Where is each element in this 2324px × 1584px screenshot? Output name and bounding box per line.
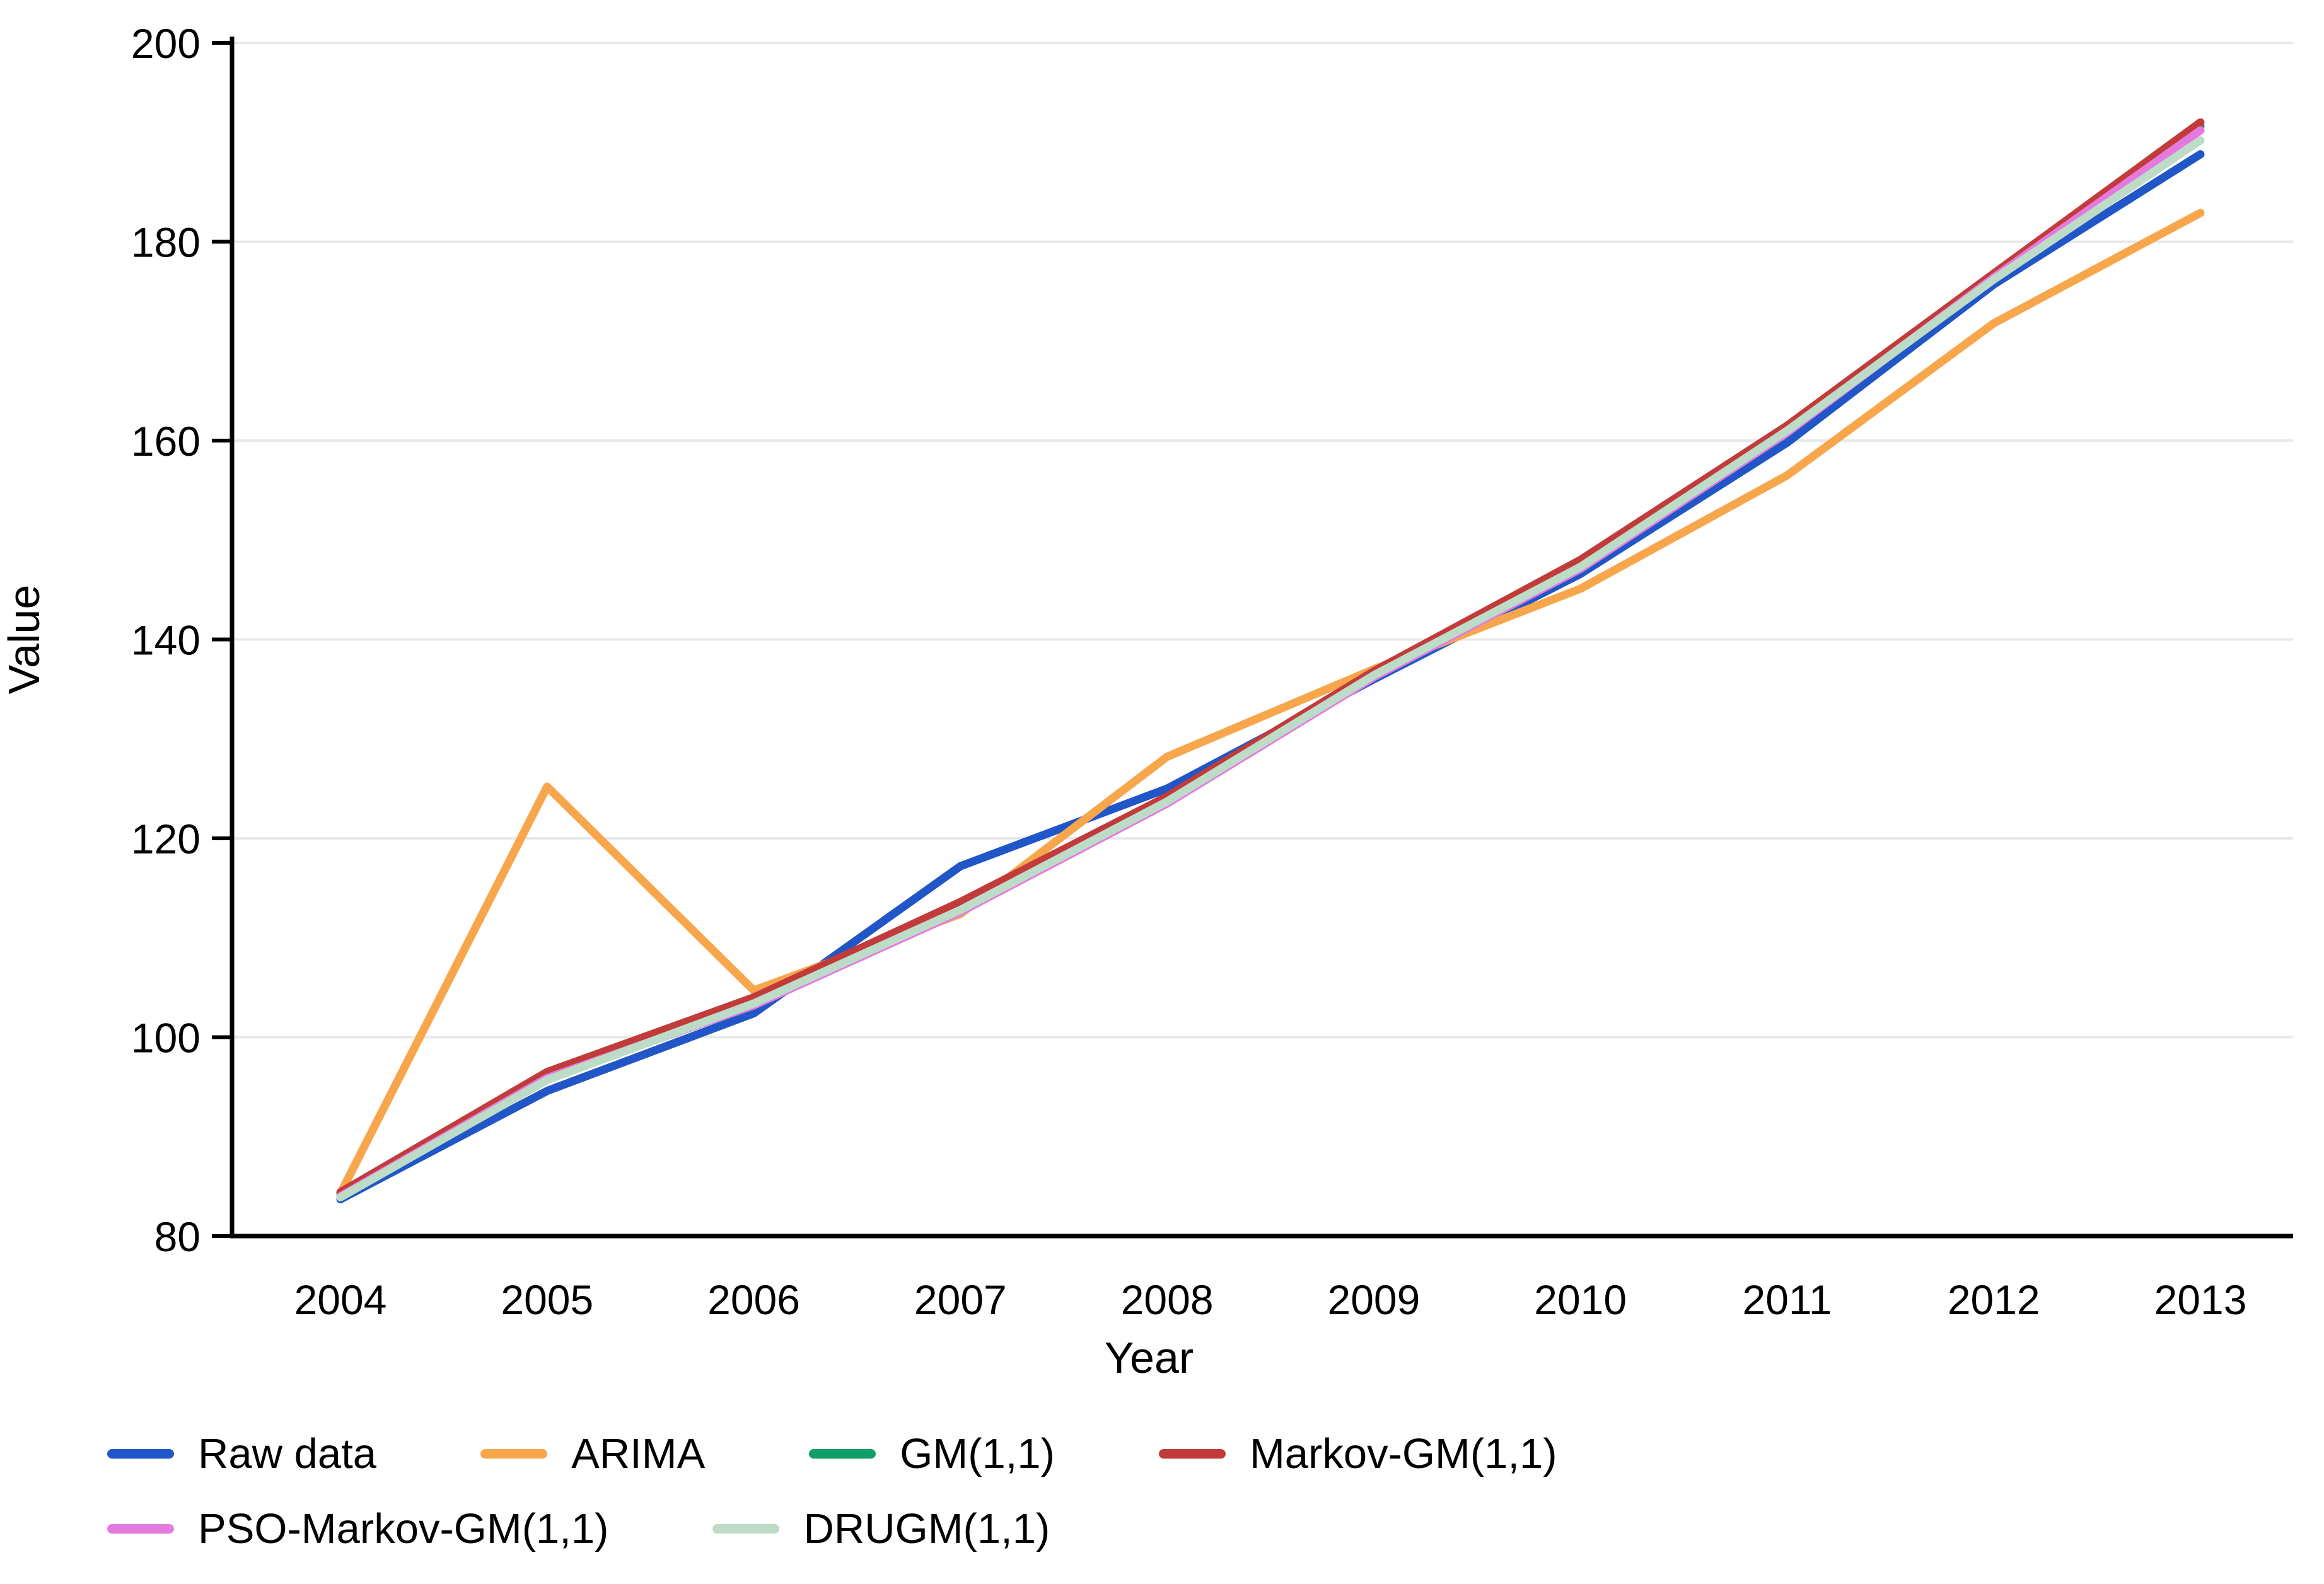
legend-item-raw-data: Raw data [107,1430,376,1478]
x-tick-label-2009: 2009 [1327,1276,1420,1323]
y-tick-label-140: 140 [131,617,200,664]
x-tick-label-2007: 2007 [914,1276,1007,1323]
x-tick-label-2004: 2004 [294,1276,387,1323]
legend-swatch-drugm-1-1- [712,1524,780,1534]
series-lines [336,118,2205,1204]
legend-swatch-pso-markov-gm-1-1- [107,1524,174,1534]
series-line-gm-1-1- [336,122,2205,1198]
legend-label-pso-markov-gm-1-1-: PSO-Markov-GM(1,1) [198,1505,609,1552]
gridlines [232,42,2293,1039]
y-axis-tick-labels: 80 100 120 140 160 180 200 [131,20,200,1260]
x-tick-label-2008: 2008 [1121,1276,1214,1323]
legend-label-gm-1-1-: GM(1,1) [900,1430,1055,1477]
legend-item-pso-markov-gm-1-1-: PSO-Markov-GM(1,1) [107,1505,608,1553]
y-tick-label-80: 80 [154,1213,200,1260]
x-tick-label-2012: 2012 [1948,1276,2040,1323]
legend-label-raw-data: Raw data [198,1430,377,1477]
x-tick-label-2011: 2011 [1742,1276,1832,1323]
y-tick-label-160: 160 [131,418,200,465]
legend-item-arima: ARIMA [480,1430,705,1478]
legend-item-markov-gm-1-1-: Markov-GM(1,1) [1158,1430,1557,1478]
legend-swatch-gm-1-1- [809,1449,876,1459]
x-tick-label-2010: 2010 [1534,1276,1627,1323]
legend-swatch-markov-gm-1-1- [1158,1449,1226,1459]
legend-label-drugm-1-1-: DRUGM(1,1) [803,1505,1050,1552]
x-axis-title: Year [1105,1333,1194,1382]
series-line-arima [336,209,2205,1198]
legend-item-drugm-1-1-: DRUGM(1,1) [712,1505,1050,1553]
legend-item-gm-1-1-: GM(1,1) [809,1430,1055,1478]
y-tick-marks [212,41,232,1238]
y-tick-label-180: 180 [131,219,200,266]
series-line-drugm-1-1- [336,136,2205,1201]
legend-row: Raw data ARIMA GM(1,1) Markov-GM(1,1) [107,1430,2251,1478]
axes [229,37,2293,1239]
x-tick-label-2013: 2013 [2154,1276,2247,1323]
legend-swatch-arima [480,1449,548,1459]
legend-label-arima: ARIMA [571,1430,706,1477]
x-tick-label-2006: 2006 [707,1276,800,1323]
legend: Raw data ARIMA GM(1,1) Markov-GM(1,1) PSO-Ma… [107,1430,2251,1553]
legend-label-markov-gm-1-1-: Markov-GM(1,1) [1249,1430,1557,1477]
x-axis-tick-labels: 2004 2005 2006 2007 2008 2009 2010 2011 2012 2013 [294,1276,2247,1323]
x-tick-label-2005: 2005 [501,1276,593,1323]
legend-row: PSO-Markov-GM(1,1) DRUGM(1,1) [107,1505,2251,1553]
y-tick-label-100: 100 [131,1015,200,1061]
series-line-markov-gm-1-1- [336,118,2205,1197]
legend-swatch-raw-data [107,1449,174,1459]
y-axis-title: Value [0,585,49,695]
y-tick-label-200: 200 [131,20,200,67]
y-tick-label-120: 120 [131,816,200,862]
